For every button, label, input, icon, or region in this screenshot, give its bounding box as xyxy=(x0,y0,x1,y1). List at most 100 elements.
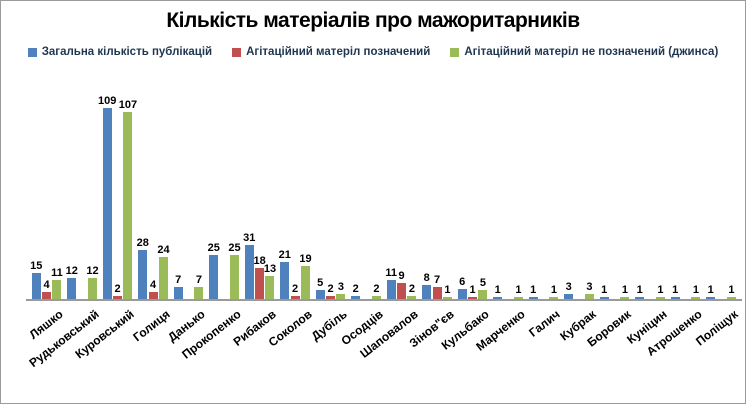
bar-value-label: 1 xyxy=(728,284,735,296)
bar-value-label: 13 xyxy=(263,263,277,276)
bar-slot: 1 xyxy=(528,284,538,299)
bar xyxy=(442,297,452,299)
bar-value-label: 18 xyxy=(253,254,266,267)
bar xyxy=(468,297,478,299)
bar-slot: 19 xyxy=(299,252,312,299)
bar-value-label: 7 xyxy=(434,273,441,286)
bars-container: 15 4 11 12 12 109 2 107 28 4 24 7 7 25 25 31 18 13 21 2 19 5 2… xyxy=(26,73,742,301)
bar-value-label: 5 xyxy=(479,277,487,290)
bar-slot: 11 xyxy=(51,267,63,299)
x-axis-labels: Ляшко Рудьковський Куровський Голиця Данько П… xyxy=(1,303,745,399)
bar-value-label: 1 xyxy=(657,284,664,296)
bar-slot: 1 xyxy=(706,284,716,299)
bar xyxy=(280,262,290,299)
bar-slot: 3 xyxy=(336,281,346,299)
bar-slot: 3 xyxy=(564,281,574,299)
bar-value-label: 9 xyxy=(398,270,405,283)
bar xyxy=(138,250,148,299)
bar-value-label: 109 xyxy=(98,95,117,108)
bar-value-label: 25 xyxy=(207,242,220,255)
bar xyxy=(315,290,325,299)
bar-value-label: 19 xyxy=(299,252,312,265)
bar-value-label: 2 xyxy=(408,282,416,295)
legend-color-swatch-red-icon xyxy=(232,47,242,57)
bar xyxy=(528,297,538,299)
bar-slot: 3 xyxy=(584,281,594,299)
bar-slot: 28 xyxy=(136,237,149,299)
bar xyxy=(620,297,630,299)
bar-value-label: 1 xyxy=(469,284,476,296)
bar xyxy=(300,265,310,299)
bar-slot: 4 xyxy=(148,279,158,299)
bar-value-label: 28 xyxy=(136,237,149,249)
bar xyxy=(706,297,716,299)
bar xyxy=(478,290,488,299)
chart-title: Кількість матеріалів про мажоритарників xyxy=(166,9,580,32)
bar-slot: 1 xyxy=(467,284,478,299)
bar-slot: 2 xyxy=(290,283,300,299)
bar-slot: 12 xyxy=(86,265,99,299)
bar xyxy=(584,293,594,299)
bar-value-label: 6 xyxy=(459,275,466,288)
bar-value-label: 21 xyxy=(278,249,291,262)
bar-slot: 25 xyxy=(207,242,220,299)
bar-group: 15 4 11 xyxy=(30,260,67,299)
bar-value-label: 1 xyxy=(692,284,700,296)
bar-slot: 2 xyxy=(351,283,361,299)
legend-item-label: Агітаційний матеріл позначений xyxy=(246,46,431,58)
bar xyxy=(397,283,407,299)
bar-value-label: 2 xyxy=(327,282,334,295)
bar xyxy=(691,297,701,299)
bar xyxy=(351,295,361,299)
bar-group: 109 2 107 xyxy=(98,95,138,299)
bar-value-label: 107 xyxy=(118,98,138,111)
bar xyxy=(173,286,183,299)
bar-slot: 7 xyxy=(194,274,204,299)
bar-group: 28 4 24 xyxy=(136,237,174,299)
bar-value-label: 2 xyxy=(114,282,121,295)
bar-slot: 2 xyxy=(112,282,123,299)
bar-value-label: 4 xyxy=(43,279,50,291)
bar-value-label: 1 xyxy=(530,284,537,296)
bar-value-label: 11 xyxy=(385,266,398,279)
bar-slot: 13 xyxy=(263,263,277,299)
bar-value-label: 1 xyxy=(601,284,608,296)
bar-slot: 1 xyxy=(549,284,559,299)
legend-item-marked: Агітаційний матеріл позначений xyxy=(232,46,430,58)
bar xyxy=(87,278,97,299)
bar-slot: 8 xyxy=(422,272,432,299)
bar xyxy=(244,244,254,299)
bar-group: 11 9 2 xyxy=(385,266,422,299)
bar xyxy=(265,276,275,299)
bar-value-label: 1 xyxy=(672,284,679,296)
bar xyxy=(635,297,645,299)
bar-value-label: 24 xyxy=(157,244,170,256)
bar-slot: 7 xyxy=(173,274,183,299)
bar-slot: 12 xyxy=(66,265,78,299)
bar xyxy=(549,297,559,299)
bar-slot: 5 xyxy=(478,277,488,299)
bar-value-label: 2 xyxy=(373,282,380,295)
bar-slot: 1 xyxy=(442,284,452,299)
bar-group: 12 12 xyxy=(66,265,103,299)
bar-slot: 1 xyxy=(726,284,736,299)
bar-value-label: 1 xyxy=(494,284,501,296)
bar xyxy=(229,255,239,299)
bar xyxy=(52,279,62,299)
bar xyxy=(194,286,204,299)
bar xyxy=(336,293,346,299)
bar-slot: 11 xyxy=(385,266,398,299)
bar xyxy=(655,297,665,299)
bar-slot: 21 xyxy=(278,249,291,299)
bar-slot: 109 xyxy=(98,95,116,299)
bar-slot: 1 xyxy=(599,284,609,299)
legend-item-label: Агітаційний матеріл не позначений (джинс… xyxy=(464,46,719,58)
bar-value-label: 31 xyxy=(243,231,256,244)
bar-slot: 5 xyxy=(315,277,325,299)
